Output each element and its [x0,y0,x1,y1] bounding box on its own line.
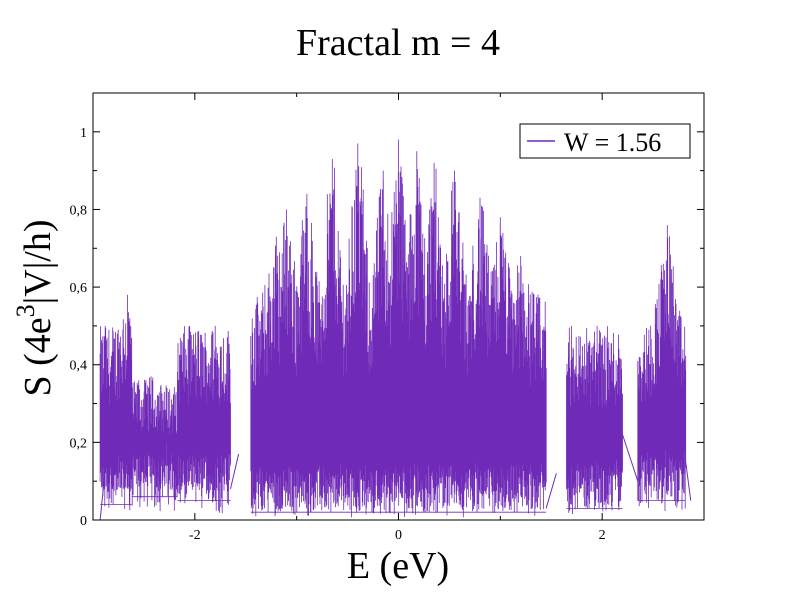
series-trace [637,225,687,511]
y-tick-label: 0,6 [70,281,88,296]
y-axis-label: S (4e3|V|/h) [11,219,59,396]
y-tick-label: 0,8 [70,203,88,218]
series-bridge [545,473,557,509]
series-trace [177,325,231,514]
series-band [637,225,687,511]
legend: W = 1.56 [519,123,691,159]
series-band [99,294,133,511]
y-tick-label: 0 [80,514,87,529]
y-tick-label: 0,4 [70,359,88,374]
x-tick-label: 0 [395,528,402,543]
series-band [131,376,178,512]
chart-title: Fractal m = 4 [296,22,500,64]
series-bridge [685,461,692,501]
y-axis-label-suffix: |V|/h) [17,219,59,304]
x-tick-label: -2 [189,528,201,543]
series-bridge [622,434,639,482]
x-tick-label: 2 [599,528,606,543]
series-trace [99,294,133,511]
y-tick-label: 0,2 [70,436,88,451]
y-axis-label-prefix: S (4e [17,317,59,396]
plot-area [99,139,692,521]
series-trace [566,325,623,514]
x-axis-label: E (eV) [347,545,449,587]
series-band [177,325,231,514]
series-trace [250,139,547,518]
y-axis: 0 0,2 0,4 0,6 0,8 1 [70,126,704,529]
series-band [250,139,547,518]
series-bridge [229,453,240,490]
y-axis-label-superscript: 3 [11,304,40,317]
series-band [566,325,623,514]
series-trace [131,376,178,512]
x-axis: -2 0 2 [92,93,705,543]
legend-label: W = 1.56 [564,128,661,157]
series-bridge [99,450,108,521]
y-tick-label: 1 [80,126,87,141]
